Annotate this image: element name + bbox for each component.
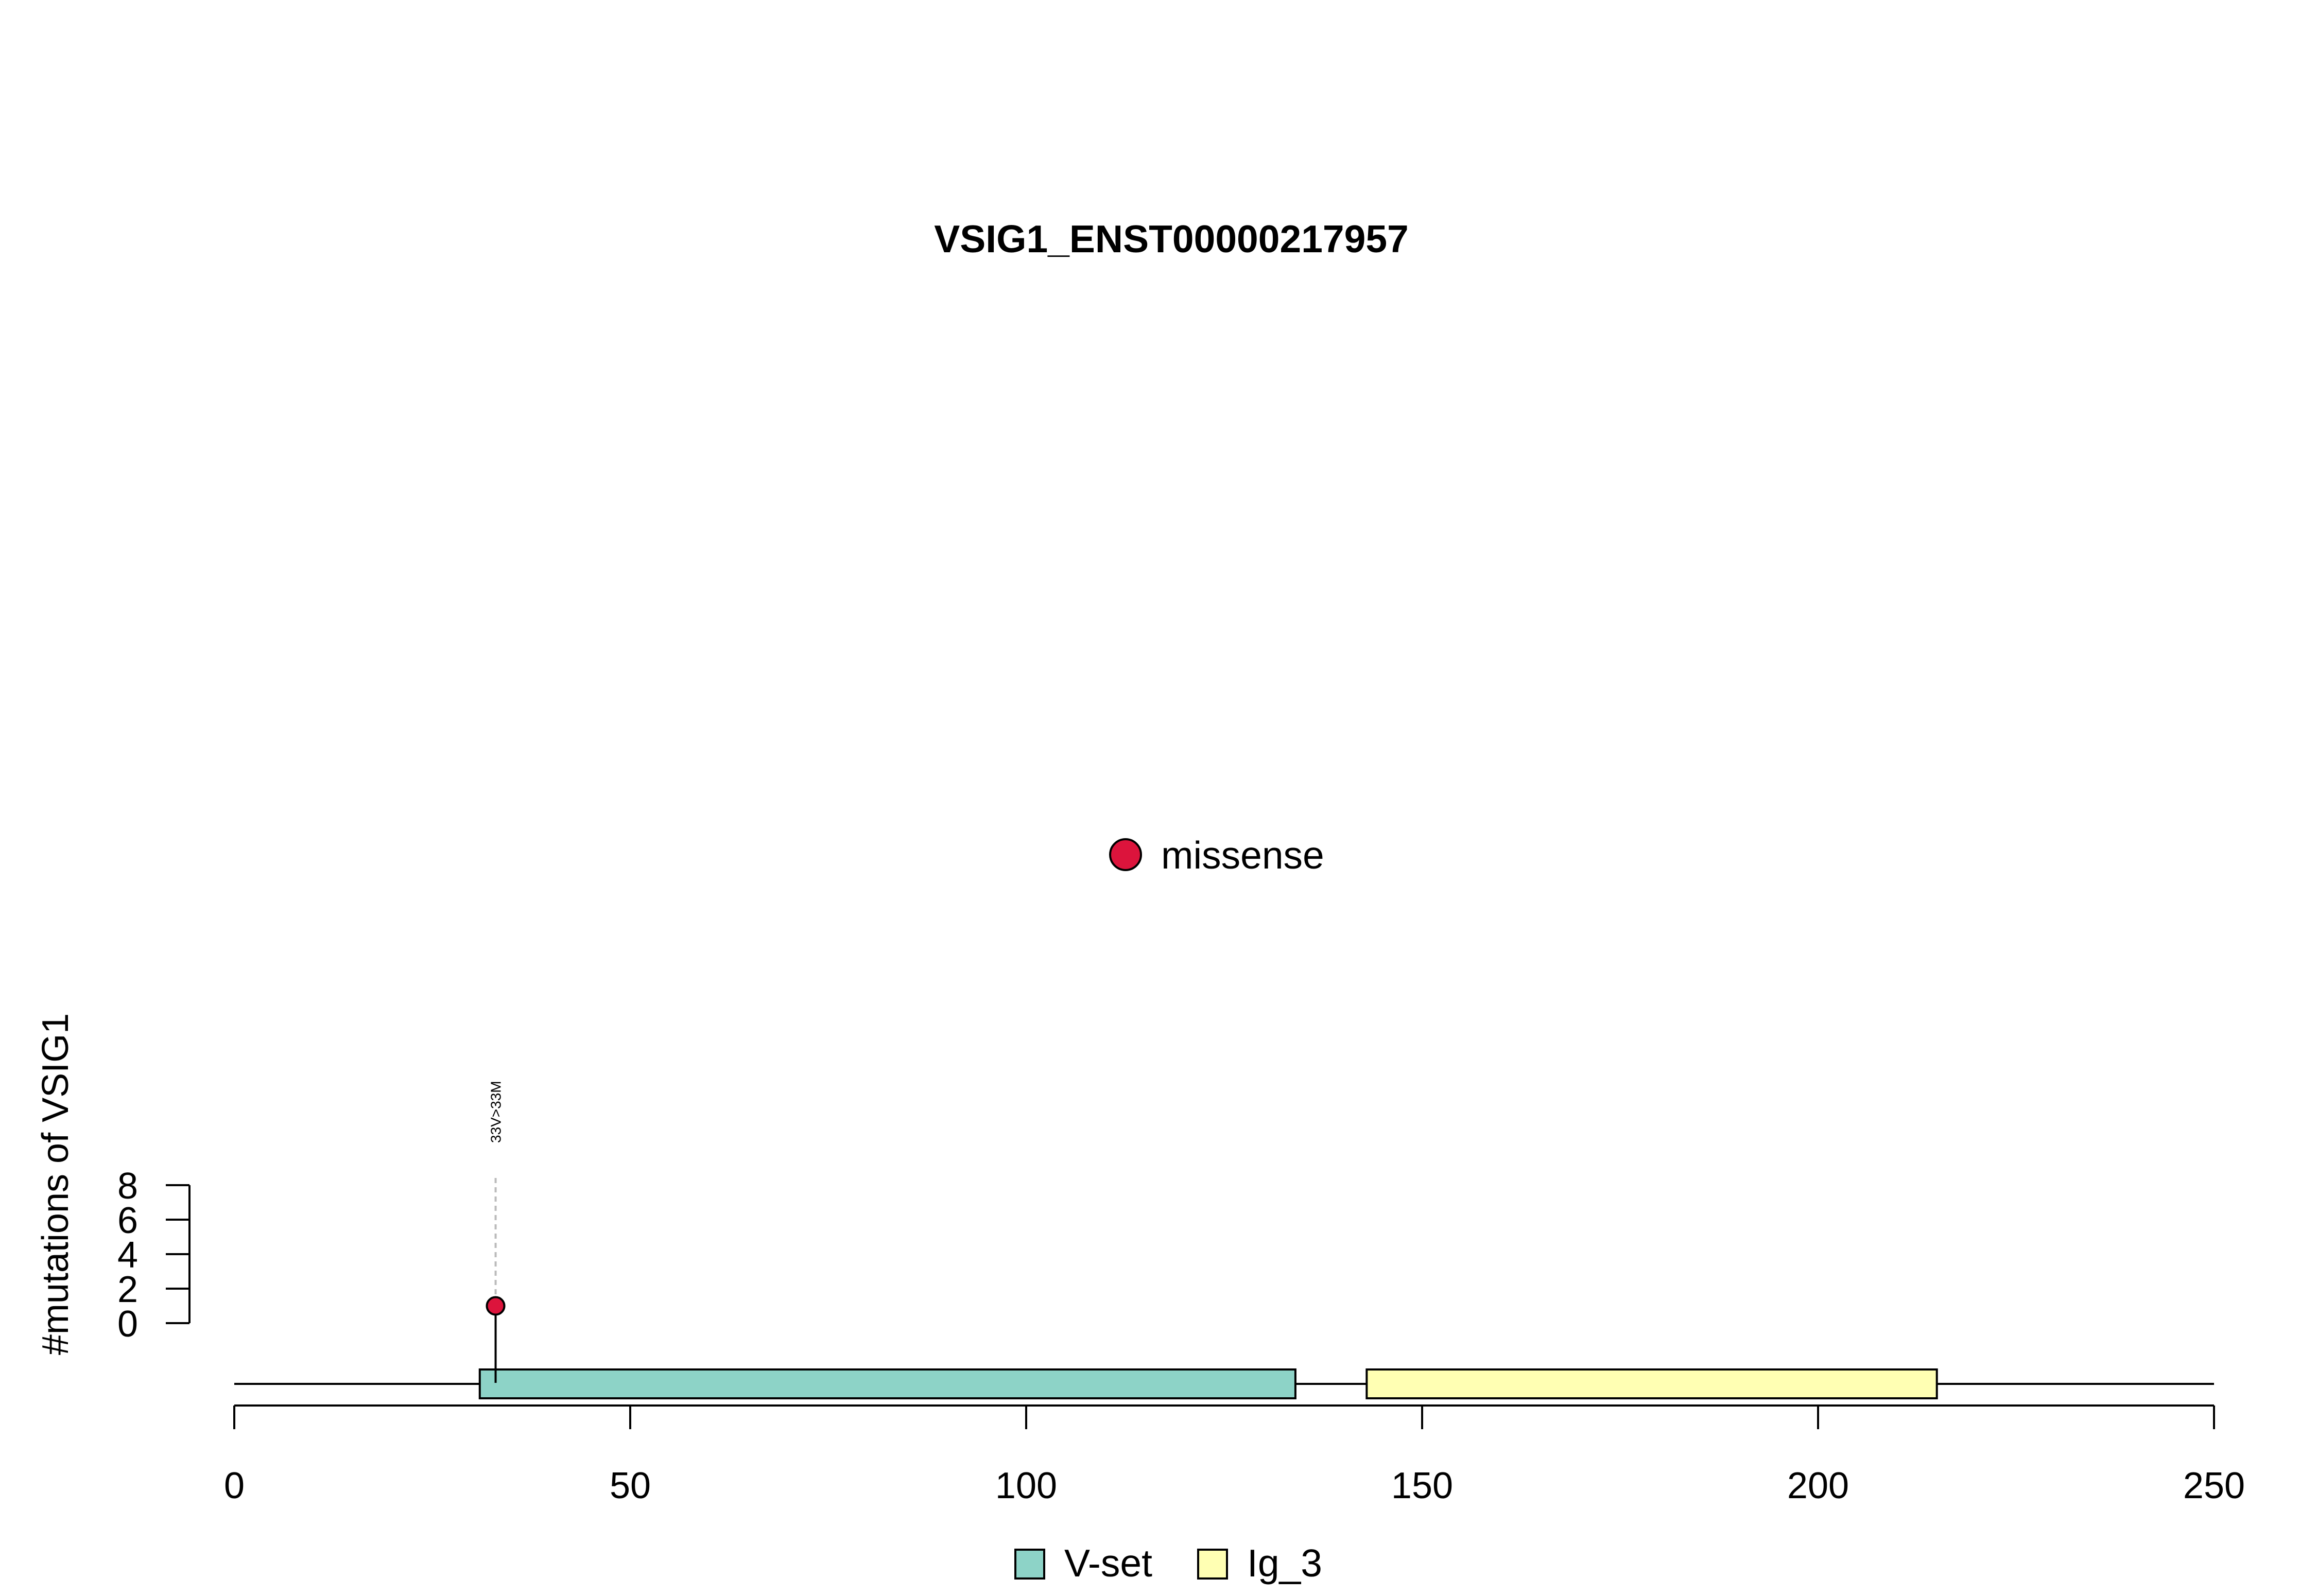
legend-label-Ig_3: Ig_3 [1247,1541,1322,1585]
x-tick-label-0: 0 [224,1465,245,1506]
chart-title: VSIG1_ENST00000217957 [934,217,1409,261]
x-tick-label-250: 250 [2183,1465,2245,1506]
y-tick-label-0: 0 [117,1304,138,1345]
legend-swatch-V-set [1014,1549,1045,1580]
mutations-layer: 33V>33M [486,1081,506,1383]
mutation-point [486,1296,506,1316]
x-tick-label-150: 150 [1391,1465,1453,1506]
domain-Ig_3 [1365,1368,1938,1399]
x-tick-label-100: 100 [995,1465,1057,1506]
domain-legend: V-set Ig_3 [1014,1541,1322,1585]
legend-label-missense: missense [1161,834,1324,877]
x-tick-label-200: 200 [1787,1465,1849,1506]
legend-swatch-Ig_3 [1197,1549,1228,1580]
mutation-label: 33V>33M [488,1081,504,1143]
legend-marker-missense [1109,838,1142,871]
protein-track [234,1368,2214,1399]
y-tick-label-2: 2 [117,1269,138,1310]
y-tick-label-8: 8 [117,1166,138,1207]
x-axis: 0 50 100 150 200 250 [224,1404,2245,1506]
legend-label-V-set: V-set [1064,1541,1152,1585]
y-tick-label-6: 6 [117,1200,138,1241]
y-axis-label: #mutations of VSIG1 [35,1013,76,1355]
domain-V-set [478,1368,1296,1399]
y-tick-label-4: 4 [117,1235,138,1276]
mutation-type-legend: missense [1109,834,1324,877]
x-tick-label-50: 50 [610,1465,651,1506]
